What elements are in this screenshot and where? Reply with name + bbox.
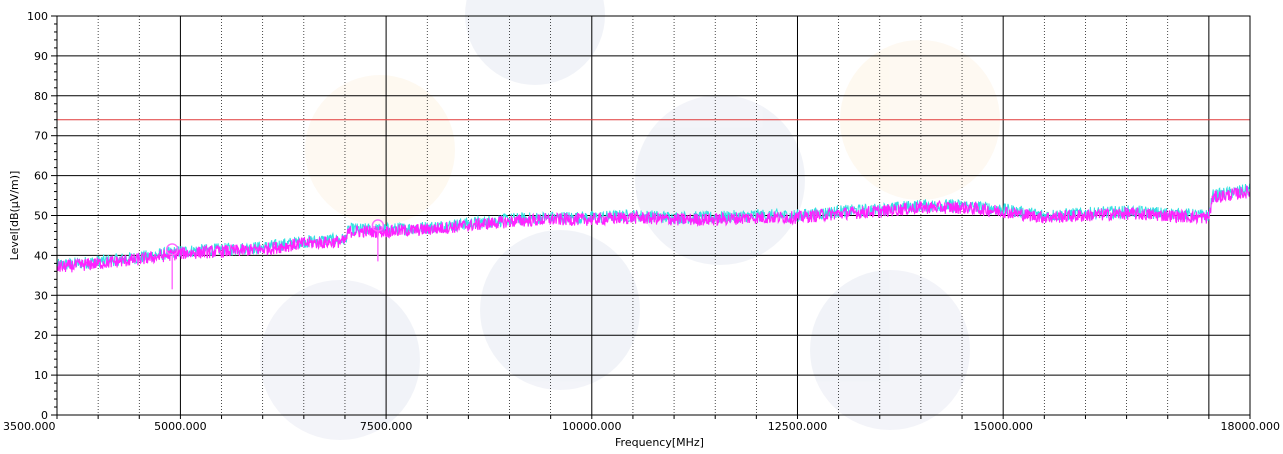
- marker-layer: [165, 219, 385, 290]
- y-tick-label: 50: [34, 210, 48, 223]
- y-tick-label: 100: [27, 10, 48, 23]
- x-axis-title: Frequency[MHz]: [615, 436, 704, 449]
- y-tick-label: 90: [34, 50, 48, 63]
- y-axis-ticks: 0 10 20 30 40 50 60 70 80 90 100: [27, 10, 57, 422]
- y-tick-label: 60: [34, 170, 48, 183]
- y-tick-label: 10: [34, 369, 48, 382]
- x-tick-label: 10000.000: [562, 420, 622, 433]
- y-tick-label: 30: [34, 289, 48, 302]
- x-tick-label: 12500.000: [768, 420, 828, 433]
- x-axis-ticks: 3500.000 5000.000 7500.000 10000.000 12500.0…: [3, 415, 1280, 433]
- minor-grid: [97, 16, 1169, 415]
- x-tick-label: 7500.000: [360, 420, 413, 433]
- x-tick-label: 3500.000: [3, 420, 56, 433]
- y-tick-label: 80: [34, 90, 48, 103]
- y-axis-title: Level[dB(μV/m)]: [8, 171, 21, 261]
- y-tick-label: 0: [41, 409, 48, 422]
- y-tick-label: 20: [34, 329, 48, 342]
- series-trace-2: [56, 185, 1251, 273]
- y-tick-label: 40: [34, 249, 48, 262]
- x-tick-label: 18000.000: [1221, 420, 1281, 433]
- y-tick-label: 70: [34, 130, 48, 143]
- series-layer: [56, 183, 1251, 273]
- x-tick-label: 5000.000: [154, 420, 207, 433]
- x-tick-label: 15000.000: [973, 420, 1033, 433]
